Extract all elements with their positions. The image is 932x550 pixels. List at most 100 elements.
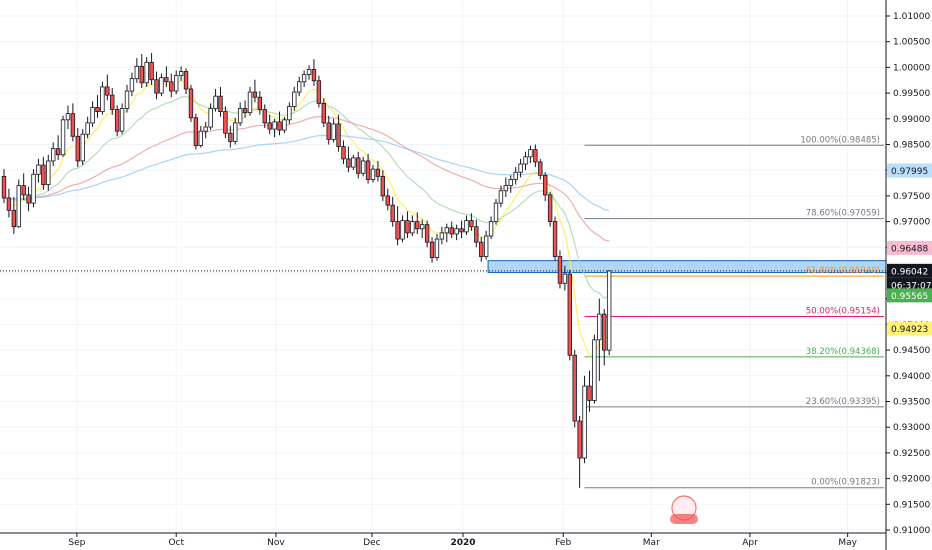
price-tick-label: 0.98500 xyxy=(893,141,930,151)
candle-body xyxy=(597,313,602,341)
candle-body xyxy=(55,148,61,156)
candle-body xyxy=(16,185,21,228)
fibonacci-retracement[interactable]: 100.00%(0.98485) 78.60%(0.97059) 61.80%(0.… xyxy=(584,135,884,489)
fib-level-label: 100.00%(0.98485) xyxy=(800,135,880,145)
candle-body xyxy=(178,71,184,77)
candle-body xyxy=(11,209,17,228)
candle-body xyxy=(95,107,100,113)
candle-body xyxy=(543,174,548,196)
candle-body xyxy=(513,171,518,180)
candle-body xyxy=(321,102,326,124)
price-tick-label: 1.00000 xyxy=(893,63,930,73)
candle-body xyxy=(272,121,277,130)
candle-body xyxy=(257,96,263,110)
candle-body xyxy=(365,160,371,180)
candle-body xyxy=(124,90,130,109)
candle-body xyxy=(518,163,523,173)
candle-body xyxy=(208,108,213,128)
fib-level-label: 78.60%(0.97059) xyxy=(806,209,880,219)
price-badge xyxy=(887,240,932,255)
price-badge-label: 0.94923 xyxy=(891,325,928,335)
candle-body xyxy=(237,108,243,124)
time-tick-label: Oct xyxy=(168,538,184,548)
candle-body xyxy=(36,164,41,175)
candle-body xyxy=(85,122,90,135)
candle-body xyxy=(331,123,336,140)
candle-body xyxy=(464,220,469,233)
time-tick-label: Apr xyxy=(742,538,758,548)
time-tick-label: Feb xyxy=(555,538,571,548)
candle-body xyxy=(429,241,435,258)
candle-body xyxy=(213,95,218,109)
candle-body xyxy=(547,194,553,222)
candle-body xyxy=(493,202,499,222)
time-tick-label: May xyxy=(838,538,857,548)
candle-body xyxy=(533,149,538,163)
candle-body xyxy=(41,164,46,185)
candle-body xyxy=(390,204,395,222)
candle-body xyxy=(380,175,386,197)
fib-level-label: 38.20%(0.94368) xyxy=(806,347,880,357)
candle-body xyxy=(557,256,563,284)
candle-body xyxy=(351,157,356,168)
candle-body xyxy=(70,113,76,137)
candle-body xyxy=(523,156,528,165)
candle-body xyxy=(360,160,366,174)
candle-body xyxy=(582,385,587,459)
candle-body xyxy=(223,111,228,134)
candle-body xyxy=(395,221,400,240)
candle-body xyxy=(277,121,282,131)
candle-body xyxy=(173,75,179,92)
candle-body xyxy=(346,158,351,168)
candle-body xyxy=(301,74,307,83)
candle-body xyxy=(459,228,464,233)
candle-body xyxy=(444,227,449,234)
price-axis[interactable]: 1.01000 1.00500 1.00000 0.99500 0.99000 0.985… xyxy=(885,0,930,550)
price-tick-label: 0.97500 xyxy=(893,192,930,202)
price-tick-label: 0.92500 xyxy=(893,449,930,459)
candle-body xyxy=(218,95,223,113)
candle-body xyxy=(306,69,312,75)
candle-body xyxy=(149,61,154,81)
candle-body xyxy=(488,221,494,237)
ema-line xyxy=(13,95,610,299)
price-tick-label: 0.99500 xyxy=(893,89,930,99)
time-tick-label: Dec xyxy=(363,538,380,548)
candle-body xyxy=(370,168,376,180)
candle-body xyxy=(144,61,149,84)
price-badge xyxy=(887,163,932,178)
candle-body xyxy=(164,77,169,83)
candle-body xyxy=(316,80,322,104)
candle-body xyxy=(46,160,51,185)
candle-body xyxy=(326,122,331,140)
ema-line xyxy=(3,134,610,212)
time-axis[interactable]: Sep Oct Nov Dec 2020 Feb Mar Apr May xyxy=(0,532,886,548)
candle-body xyxy=(282,119,287,131)
candle-body xyxy=(159,77,164,94)
candle-body xyxy=(252,91,258,98)
candle-body xyxy=(114,109,120,132)
candle-body xyxy=(105,86,110,96)
candle-body xyxy=(242,108,248,114)
candle-body xyxy=(419,224,425,230)
candle-body xyxy=(454,228,459,235)
candle-body xyxy=(80,133,85,162)
candle-body xyxy=(538,161,543,176)
candle-body xyxy=(203,126,208,132)
candle-body xyxy=(483,235,489,257)
price-tick-label: 0.99000 xyxy=(893,115,930,125)
candle-body xyxy=(356,157,361,174)
candle-body xyxy=(577,420,582,459)
candle-body xyxy=(405,220,410,234)
price-tick-label: 1.00500 xyxy=(893,38,930,48)
fib-level-label: 0.00%(0.91823) xyxy=(811,478,880,488)
fib-level-label: 23.60%(0.93395) xyxy=(806,397,880,407)
candle-body xyxy=(439,232,445,240)
ema-line xyxy=(13,79,610,358)
candle-body xyxy=(247,91,253,114)
candle-body xyxy=(51,148,56,162)
candle-body xyxy=(587,385,592,401)
candle-body xyxy=(110,94,115,110)
candle-body xyxy=(449,227,454,235)
